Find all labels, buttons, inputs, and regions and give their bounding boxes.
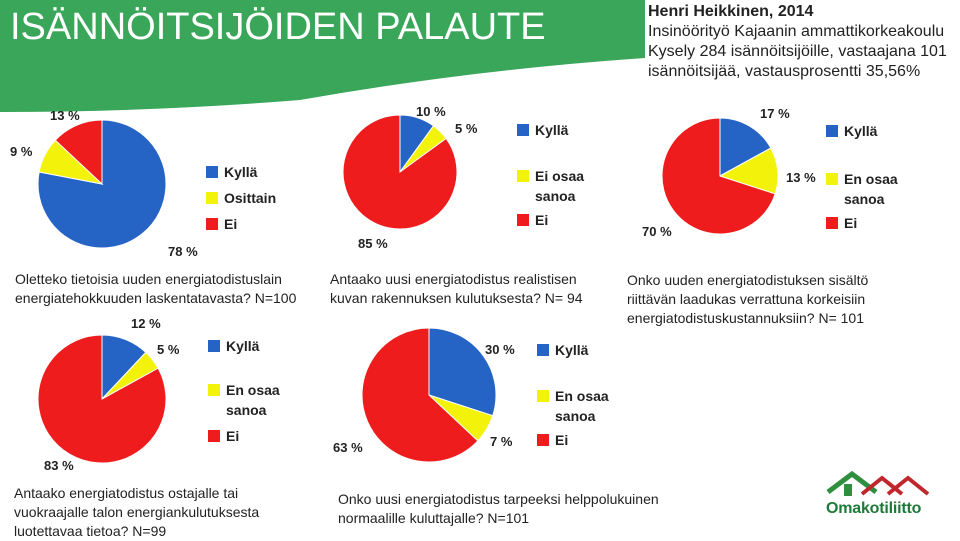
legend-swatch xyxy=(208,340,220,352)
legend-item-kylla: Kyllä xyxy=(208,336,259,356)
legend-item-sanoa: sanoa xyxy=(555,408,596,424)
legend-item-kylla: Kyllä xyxy=(826,121,877,141)
question-3: Onko uuden energiatodistuksen sisältö ri… xyxy=(627,272,869,326)
pie-slice-ei xyxy=(54,119,103,186)
legend-3: Kyllä En osaa sanoa Ei xyxy=(826,121,916,231)
question-4: Antaako energiatodistus ostajalle tai vu… xyxy=(14,485,260,539)
pie-chart-2: 10 % 5 % 85 % xyxy=(342,104,478,251)
house-roofs-icon xyxy=(826,470,930,496)
slice-label: 30 % xyxy=(485,342,515,357)
slice-label: 78 % xyxy=(168,244,198,259)
pie-slice-ei xyxy=(361,327,479,463)
page-title: ISÄNNÖITSIJÖIDEN PALAUTE xyxy=(10,6,546,48)
author-info: Henri Heikkinen, 2014 Insinöörityö Kajaa… xyxy=(648,2,960,82)
pie-slice-kylla xyxy=(428,327,497,417)
pie-slice-ei xyxy=(661,117,776,235)
question-1: Oletteko tietoisia uuden energiatodistus… xyxy=(15,271,297,306)
slice-label: 85 % xyxy=(358,236,388,251)
header-banner xyxy=(0,0,645,112)
pie-chart-3: 17 % 13 % 70 % xyxy=(642,106,816,239)
pie-chart-5: 30 % 7 % 63 % xyxy=(333,327,515,463)
pie-chart-4: 12 % 5 % 83 % xyxy=(37,316,180,473)
legend-swatch xyxy=(206,218,218,230)
legend-item-en-osaa-sanoa: En osaa xyxy=(208,380,280,400)
legend-item-ei: Ei xyxy=(208,426,239,446)
legend-5: Kyllä En osaa sanoa Ei xyxy=(537,340,617,450)
legend-item-osittain: Osittain xyxy=(206,188,276,208)
question-5: Onko uusi energiatodistus tarpeeksi help… xyxy=(338,491,659,526)
legend-swatch xyxy=(537,434,549,446)
slice-label: 10 % xyxy=(416,104,446,119)
legend-swatch xyxy=(517,170,529,182)
legend-1: Kyllä Osittain Ei xyxy=(206,162,286,232)
slice-label: 83 % xyxy=(44,458,74,473)
legend-item-ei: Ei xyxy=(826,213,857,233)
author-school: Insinöörityö Kajaanin ammattikorkeakoulu xyxy=(648,23,945,40)
pie-chart-1: 78 % 9 % 13 % xyxy=(10,108,198,259)
slice-label: 9 % xyxy=(10,144,33,159)
legend-swatch xyxy=(826,217,838,229)
author-name: Henri Heikkinen, 2014 xyxy=(648,3,814,20)
slice-label: 13 % xyxy=(50,108,80,123)
legend-swatch xyxy=(537,390,549,402)
slice-label: 7 % xyxy=(490,434,513,449)
legend-swatch xyxy=(826,125,838,137)
question-2: Antaako uusi energiatodistus realistisen… xyxy=(330,271,583,306)
legend-item-ei-osaa-sanoa: Ei osaa xyxy=(517,166,584,186)
logo-text: Omakotiliitto xyxy=(826,500,922,517)
legend-item-en-osaa-sanoa: En osaa xyxy=(537,386,609,406)
banner-shape xyxy=(0,0,645,112)
legend-swatch xyxy=(826,173,838,185)
pie-slice-ei xyxy=(37,334,167,464)
slice-label: 13 % xyxy=(786,170,816,185)
pie-slice-kylla xyxy=(719,117,772,177)
omakotiliitto-logo: Omakotiliitto xyxy=(826,470,944,526)
slice-label: 5 % xyxy=(455,121,478,136)
slice-label: 12 % xyxy=(131,316,161,331)
legend-2: Kyllä Ei osaa sanoa Ei xyxy=(517,120,597,230)
survey-info: Kysely 284 isännöitsijöille, vastaajana … xyxy=(648,43,947,60)
legend-item-sanoa: sanoa xyxy=(844,191,885,207)
legend-item-sanoa: sanoa xyxy=(226,402,267,418)
legend-swatch xyxy=(517,214,529,226)
legend-swatch xyxy=(206,192,218,204)
legend-item-ei: Ei xyxy=(537,430,568,450)
legend-item-en-osaa-sanoa: En osaa xyxy=(826,169,898,189)
legend-item-ei: Ei xyxy=(206,214,237,234)
legend-swatch xyxy=(517,124,529,136)
legend-item-kylla: Kyllä xyxy=(537,340,588,360)
legend-4: Kyllä En osaa sanoa Ei xyxy=(208,336,288,446)
legend-swatch xyxy=(208,430,220,442)
legend-item-ei: Ei xyxy=(517,210,548,230)
legend-swatch xyxy=(208,384,220,396)
slice-label: 70 % xyxy=(642,224,672,239)
pie-slice-kylla xyxy=(37,119,167,249)
slice-label: 17 % xyxy=(760,106,790,121)
response-rate: isännöitsijää, vastausprosentti 35,56% xyxy=(648,63,921,80)
legend-item-kylla: Kyllä xyxy=(517,120,568,140)
pie-slice-ei xyxy=(342,114,458,230)
legend-item-kylla: Kyllä xyxy=(206,162,257,182)
legend-swatch xyxy=(206,166,218,178)
slice-label: 5 % xyxy=(157,342,180,357)
slice-label: 63 % xyxy=(333,440,363,455)
legend-swatch xyxy=(537,344,549,356)
legend-item-sanoa: sanoa xyxy=(535,188,576,204)
